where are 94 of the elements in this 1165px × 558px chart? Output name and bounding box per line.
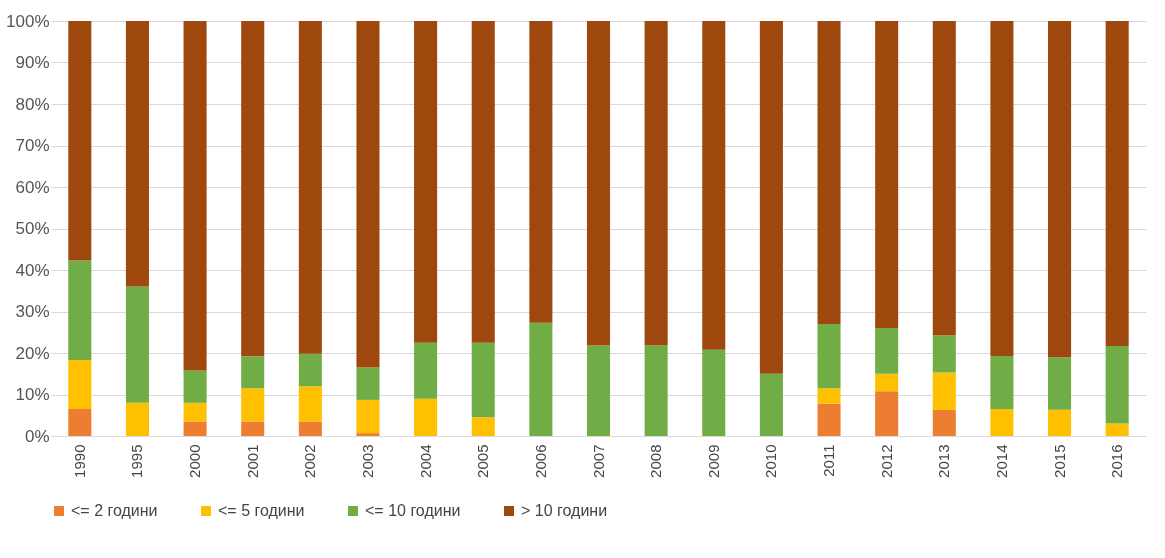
bar (298, 353, 322, 387)
y-tick-label: 30% (15, 302, 50, 321)
bar (125, 286, 149, 403)
bar (125, 402, 149, 436)
bar (356, 21, 380, 368)
y-tick-label: 20% (15, 343, 50, 363)
bar (356, 433, 380, 436)
bar (68, 360, 92, 410)
bar (932, 409, 956, 436)
y-tick-label: 70% (15, 136, 50, 155)
bar (241, 21, 265, 357)
bar (1105, 345, 1129, 424)
x-tick-label: 2016 (1108, 444, 1126, 478)
bar (241, 388, 265, 422)
bar (875, 328, 899, 374)
bar (817, 403, 841, 436)
bar (817, 388, 841, 404)
bar (356, 367, 380, 400)
bar (586, 345, 611, 436)
bar (241, 421, 265, 436)
y-tick-label: 60% (15, 177, 50, 197)
bar (298, 421, 322, 436)
bar (68, 409, 92, 436)
bar (414, 21, 438, 343)
x-tick-label: 2007 (589, 444, 607, 478)
bar (471, 342, 495, 418)
bar (644, 21, 668, 346)
x-tick-label: 2001 (243, 444, 261, 478)
x-tick-label: 2013 (935, 444, 953, 478)
bar (414, 398, 438, 436)
bar (817, 21, 841, 324)
legend-label: <= 2 години (71, 502, 158, 519)
x-tick-label: 2004 (416, 444, 434, 478)
bar (990, 409, 1014, 436)
bar (1048, 21, 1072, 358)
bar (932, 21, 956, 336)
bar (875, 373, 899, 392)
legend-label: > 10 години (521, 502, 608, 519)
y-tick-label: 50% (15, 219, 50, 238)
bar (702, 349, 726, 436)
bar (529, 322, 553, 436)
bar (1048, 409, 1072, 436)
bar (817, 323, 841, 389)
bar (298, 386, 322, 422)
y-tick-label: 90% (15, 53, 50, 72)
legend-label: <= 10 години (365, 502, 461, 519)
bar (990, 355, 1014, 410)
bar (68, 260, 92, 361)
bar (1048, 357, 1072, 410)
x-tick-label: 2003 (358, 444, 376, 478)
bar (471, 417, 495, 436)
y-tick-label: 40% (15, 260, 50, 280)
x-tick-label: 2002 (301, 444, 319, 478)
x-tick-label: 2006 (531, 444, 549, 478)
bar (875, 391, 899, 436)
bar (68, 21, 92, 261)
y-tick-label: 100% (6, 11, 50, 31)
bar (702, 21, 726, 350)
bar (183, 402, 207, 422)
x-tick-label: 2010 (762, 444, 780, 478)
bar (183, 21, 207, 371)
x-tick-label: 2015 (1050, 444, 1068, 478)
bar (241, 356, 265, 389)
bar (183, 370, 207, 403)
x-tick-label: 2012 (877, 444, 895, 478)
bar (1105, 21, 1129, 346)
legend-label: <= 5 години (218, 502, 305, 519)
x-tick-label: 1990 (70, 444, 88, 478)
bar (990, 21, 1014, 356)
bar (471, 21, 495, 343)
y-tick-label: 10% (15, 385, 50, 404)
bar (644, 345, 668, 436)
x-tick-label: 2008 (647, 444, 665, 478)
x-tick-label: 2009 (704, 444, 722, 478)
bar (932, 335, 956, 373)
bar (298, 21, 322, 354)
x-tick-label: 2011 (820, 444, 838, 477)
x-tick-label: 2014 (992, 444, 1010, 478)
bar (125, 21, 149, 287)
bar (586, 21, 611, 346)
y-tick-label: 0% (24, 426, 50, 446)
x-tick-label: 2005 (474, 444, 492, 478)
x-tick-label: 1995 (128, 444, 146, 478)
bar (875, 21, 899, 329)
bar (356, 399, 380, 434)
bar (1105, 423, 1129, 436)
x-tick-label: 2000 (186, 444, 204, 478)
bar (529, 21, 553, 323)
bar (759, 373, 783, 436)
bar (759, 21, 783, 374)
bar (414, 342, 438, 399)
bar (932, 372, 956, 410)
bar (183, 421, 207, 436)
y-tick-label: 80% (15, 94, 50, 114)
